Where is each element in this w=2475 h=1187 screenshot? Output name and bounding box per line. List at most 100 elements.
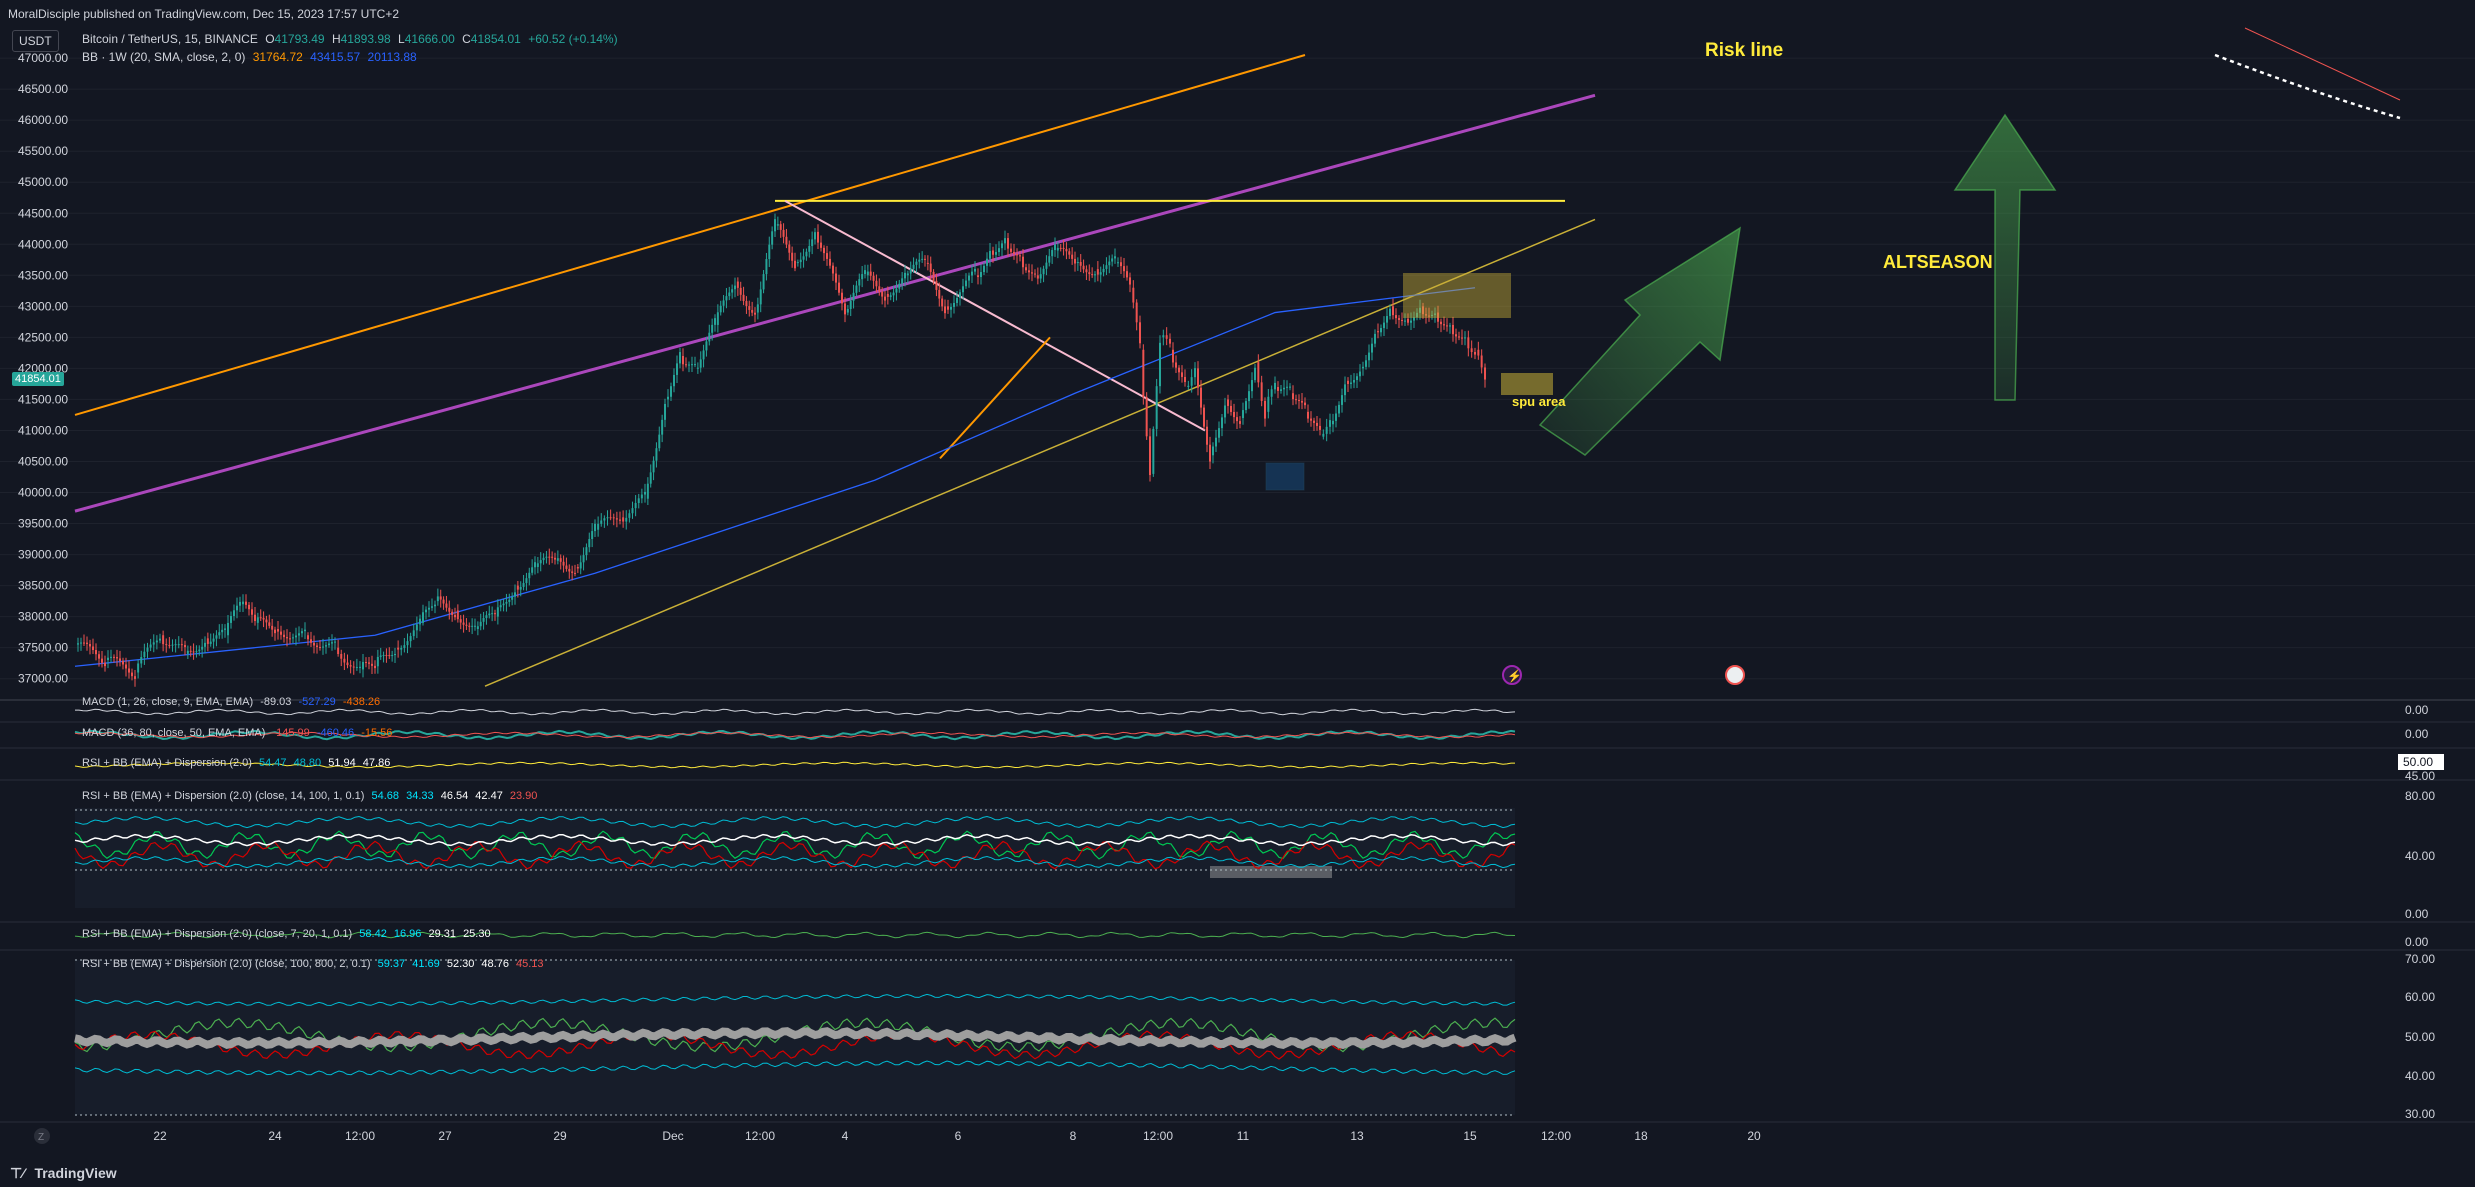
- publish-info: MoralDisciple published on TradingView.c…: [8, 7, 399, 21]
- rsi2-v1: 58.42: [359, 928, 387, 940]
- candle-body: [1248, 391, 1250, 402]
- rsi1-line-red: [74, 840, 1516, 870]
- rsi3-scale-40: 40.00: [2405, 1069, 2435, 1083]
- candle-body: [310, 639, 312, 643]
- candle-body: [534, 562, 536, 568]
- event-icon[interactable]: [1502, 665, 1522, 685]
- candle-body: [1169, 338, 1171, 344]
- y-tick-label: 46000.00: [18, 113, 68, 127]
- candle-body: [779, 224, 782, 230]
- candle-body: [731, 289, 734, 293]
- candle-body: [1114, 256, 1116, 259]
- red-trendline: [2244, 27, 2401, 101]
- candle-body: [168, 645, 171, 647]
- green-arrow-diagonal: [1538, 226, 1741, 456]
- candle-body: [998, 248, 1000, 253]
- y-tick-label: 41000.00: [18, 423, 68, 437]
- candle-body: [204, 642, 206, 647]
- rsi3-legend: RSI + BB (EMA) + Dispersion (2.0) (close…: [82, 958, 548, 970]
- candle-body: [1407, 318, 1409, 323]
- candle-body: [201, 646, 204, 650]
- ohlc-c-label: C: [462, 32, 471, 46]
- candle-body: [644, 491, 646, 495]
- candle-body: [1054, 244, 1056, 251]
- candle-body: [904, 272, 906, 279]
- candle-body: [759, 289, 762, 305]
- rsi3-scale-50: 50.00: [2405, 1030, 2435, 1044]
- candle-body: [394, 653, 396, 656]
- candle-body: [711, 324, 714, 333]
- candle-body: [322, 646, 324, 648]
- candle-body: [1289, 386, 1291, 388]
- candle-body: [265, 619, 268, 623]
- candle-body: [425, 609, 427, 613]
- candle-body: [1094, 274, 1096, 276]
- candle-body: [1162, 335, 1165, 338]
- candle-body: [1013, 251, 1015, 255]
- candle-body: [95, 650, 97, 655]
- orange-triangle-line: [939, 336, 1051, 460]
- candle-body: [428, 607, 430, 610]
- macd1-v2: -527.29: [298, 696, 336, 708]
- candle-body: [1206, 426, 1208, 445]
- ohlc-o-label: O: [265, 32, 275, 46]
- candle-body: [1292, 393, 1294, 400]
- time-axis: 22 24 12:00 27 29 Dec 12:00 4 6 8 12:00 11 13 15 12:00…: [153, 1129, 1761, 1143]
- candle-body: [1197, 368, 1199, 388]
- candle-body: [1172, 349, 1174, 363]
- candle-body: [180, 644, 183, 646]
- candle-body: [691, 364, 693, 366]
- candle-body: [754, 312, 756, 315]
- macd2-v1: -145.99: [272, 727, 310, 739]
- candle-body: [1386, 316, 1388, 323]
- tradingview-logo-icon: ⊤⁄: [10, 1165, 25, 1181]
- candle-body: [539, 560, 542, 564]
- bb-v3: 20113.88: [367, 50, 417, 64]
- candle-body: [1458, 336, 1460, 338]
- us-flag-icon[interactable]: [1725, 665, 1745, 685]
- timezone-icon[interactable]: [34, 1128, 50, 1144]
- candle-body: [1260, 382, 1263, 401]
- candle-body: [1470, 348, 1473, 353]
- rsi3-upper: [74, 993, 1516, 1006]
- candle-body: [802, 256, 805, 260]
- candle-body: [371, 663, 373, 666]
- candle-body: [915, 261, 918, 265]
- candle-body: [670, 386, 672, 397]
- orange-channel-line: [74, 54, 1306, 416]
- ohlc-c: 41854.01: [470, 32, 521, 46]
- candle-body: [545, 556, 548, 558]
- rsi2-name: RSI + BB (EMA) + Dispersion (2.0) (close…: [82, 928, 353, 940]
- candle-body: [412, 630, 415, 637]
- candle-body: [1416, 312, 1418, 318]
- candle-body: [1380, 328, 1382, 333]
- publish-header: MoralDisciple published on TradingView.c…: [0, 0, 2475, 28]
- rsi2-legend: RSI + BB (EMA) + Dispersion (2.0) (close…: [82, 928, 495, 940]
- altseason-label: ALTSEASON: [1883, 252, 1993, 272]
- candle-body: [571, 571, 574, 573]
- candle-body: [83, 642, 85, 644]
- ohlc-o: 41793.49: [274, 32, 325, 46]
- candle-body: [921, 258, 924, 260]
- candle-body: [858, 279, 861, 286]
- candle-body: [1307, 411, 1309, 419]
- y-tick-label: 42000.00: [18, 361, 68, 375]
- white-dashed-curve: [2214, 53, 2401, 120]
- candle-body: [912, 264, 915, 269]
- candle-body: [579, 562, 582, 569]
- candle-body: [298, 633, 300, 636]
- macd2-v2: -460.46: [316, 727, 355, 739]
- candle-body: [397, 647, 400, 650]
- candle-body: [640, 494, 643, 499]
- bb-v2: 43415.57: [310, 50, 361, 64]
- candle-body: [1316, 422, 1318, 426]
- candle-body: [889, 295, 892, 297]
- candle-body: [1428, 315, 1430, 317]
- candle-body: [239, 601, 241, 606]
- rsi1-scale-40: 40.00: [2405, 849, 2435, 863]
- candle-body: [667, 396, 669, 400]
- chart-canvas[interactable]: 47000.00 46500.00 46000.00 45500.00 45000.00…: [0, 0, 2475, 1160]
- symbol-currency-box[interactable]: USDT: [12, 30, 59, 52]
- candle-body: [895, 288, 898, 293]
- candle-body: [122, 660, 124, 665]
